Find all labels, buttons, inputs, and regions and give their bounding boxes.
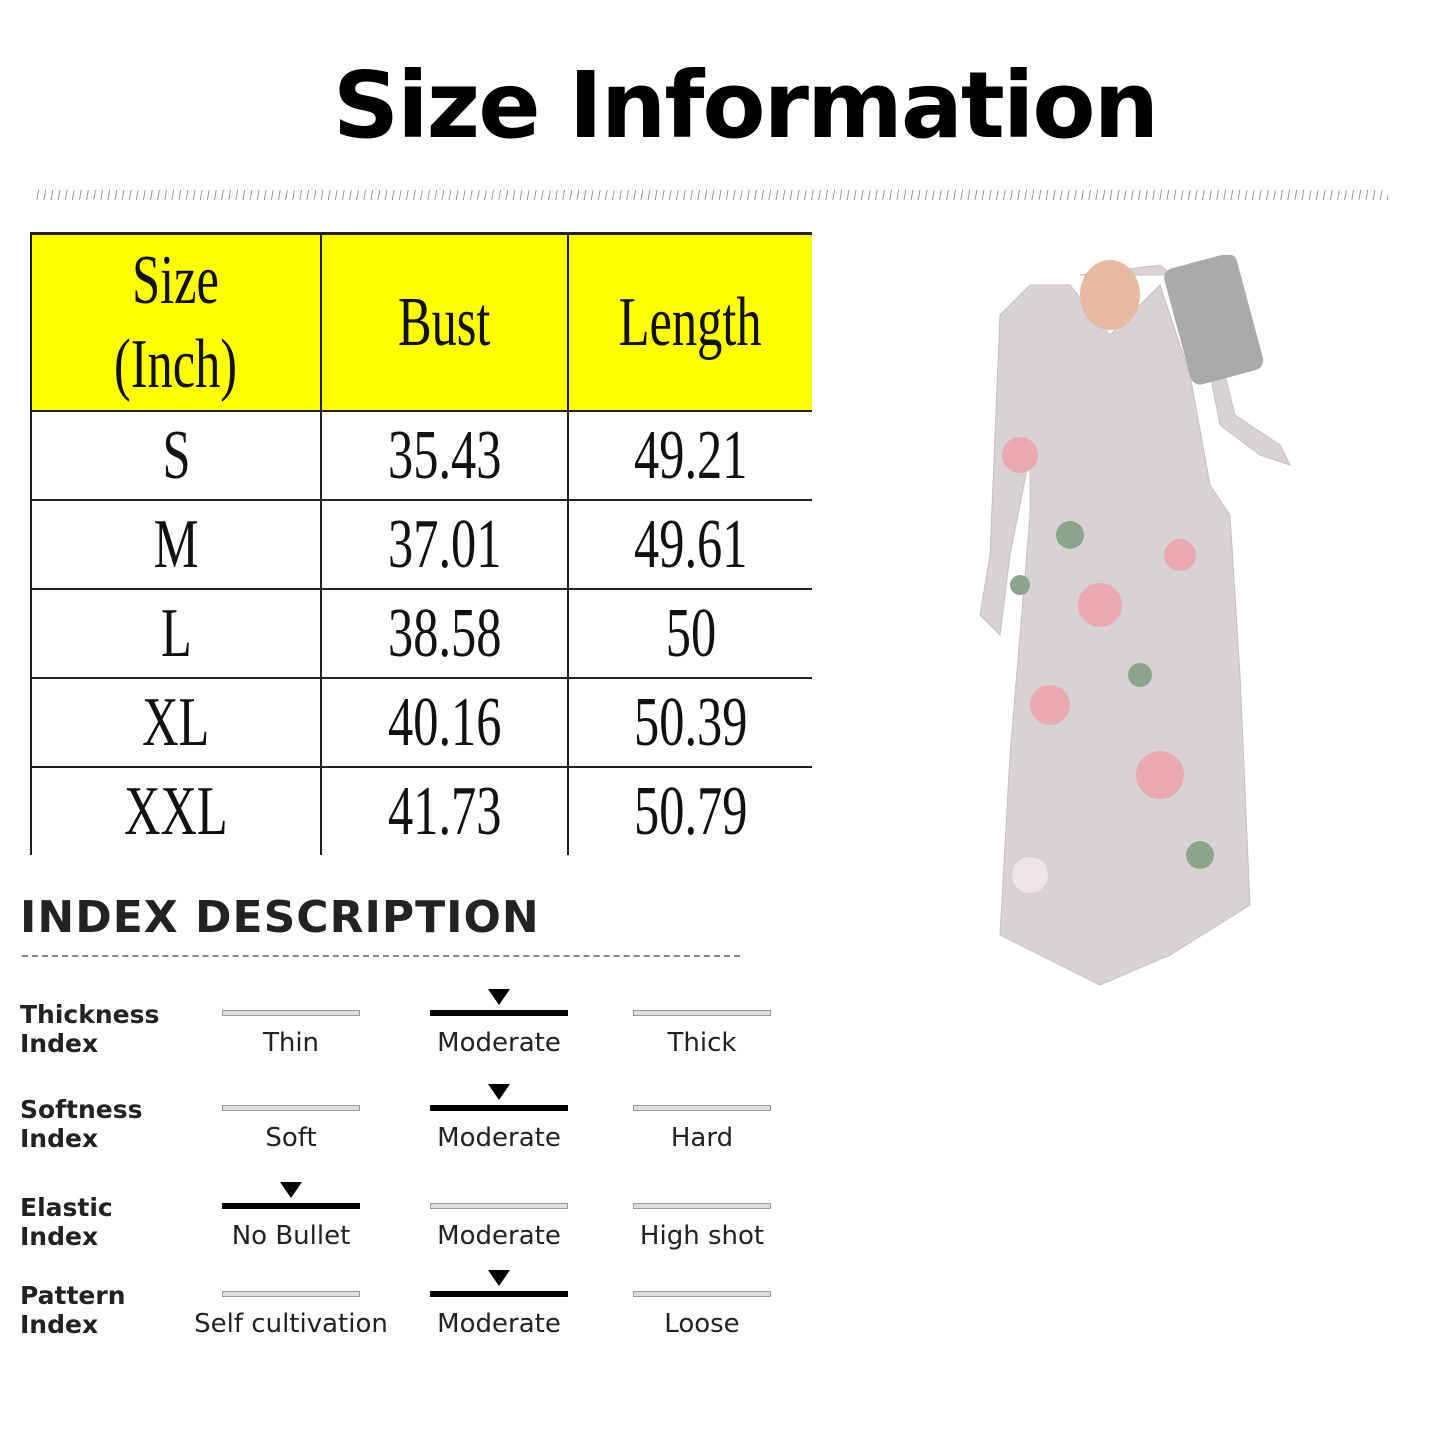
dress-product-photo xyxy=(979,255,1291,985)
cell-size-value: XL xyxy=(142,683,210,761)
index-option: Hard xyxy=(633,1105,771,1153)
skin-neck xyxy=(1080,260,1140,330)
index-row: Elastic Index No Bullet Moderate High shot xyxy=(0,1182,800,1293)
scale-bar xyxy=(222,1105,360,1111)
cell-bust: 38.58 xyxy=(320,590,567,677)
index-option-label: Moderate xyxy=(437,1028,561,1058)
phone-shape xyxy=(1164,255,1264,385)
cell-bust-value: 40.16 xyxy=(387,683,502,761)
index-option-label: Loose xyxy=(664,1309,740,1339)
cell-length-value: 49.61 xyxy=(633,505,748,583)
index-option: Thick xyxy=(633,1010,771,1058)
index-label: Softness Index xyxy=(20,1095,143,1153)
scale-bar xyxy=(222,1010,360,1016)
scale-bar xyxy=(633,1105,771,1111)
index-option: Self cultivation xyxy=(194,1291,388,1339)
index-row: Thickness Index Thin Moderate Thick xyxy=(0,989,800,1100)
index-option: Moderate xyxy=(430,1084,568,1153)
index-option: Loose xyxy=(633,1291,771,1339)
index-option-label: Thick xyxy=(667,1028,737,1058)
index-option-label: Moderate xyxy=(437,1123,561,1153)
scale-bar xyxy=(222,1291,360,1297)
index-label: Elastic Index xyxy=(20,1193,113,1251)
triangle-down-icon xyxy=(488,1084,510,1100)
index-option-label: Moderate xyxy=(437,1309,561,1339)
header-bust-label: Bust xyxy=(398,283,491,361)
cell-size-value: M xyxy=(153,505,199,583)
index-option: No Bullet xyxy=(222,1182,360,1251)
cell-size: XXL xyxy=(30,768,320,855)
header-size-label: Size (Inch) xyxy=(114,241,238,403)
index-option-label: Hard xyxy=(670,1123,734,1153)
index-option-label: No Bullet xyxy=(231,1221,351,1251)
header-length: Length xyxy=(567,235,812,410)
index-option-label: Thin xyxy=(262,1028,320,1058)
cell-length-value: 50.39 xyxy=(633,683,748,761)
triangle-down-icon xyxy=(280,1182,302,1198)
cell-size: M xyxy=(30,501,320,588)
index-option-label: Soft xyxy=(265,1123,317,1153)
index-option: Thin xyxy=(222,1010,360,1058)
header-size: Size (Inch) xyxy=(30,235,320,410)
index-row: Pattern Index Self cultivation Moderate Loo… xyxy=(0,1270,800,1381)
table-row: L 38.58 50 xyxy=(30,588,812,677)
table-row: S 35.43 49.21 xyxy=(30,410,812,499)
cell-length-value: 50.79 xyxy=(633,772,748,850)
header-bust: Bust xyxy=(320,235,567,410)
cell-bust-value: 38.58 xyxy=(387,594,502,672)
cell-size: L xyxy=(30,590,320,677)
cell-length: 50 xyxy=(567,590,812,677)
cell-length: 50.39 xyxy=(567,679,812,766)
cell-length-value: 50 xyxy=(665,594,716,672)
triangle-down-icon xyxy=(488,1270,510,1286)
triangle-down-icon xyxy=(488,989,510,1005)
selected-bar xyxy=(430,1010,568,1016)
cell-length-value: 49.21 xyxy=(633,416,748,494)
cell-bust: 41.73 xyxy=(320,768,567,855)
cell-bust: 35.43 xyxy=(320,412,567,499)
cell-bust-value: 37.01 xyxy=(387,505,502,583)
index-label: Thickness Index xyxy=(20,1000,160,1058)
cell-size-value: S xyxy=(161,416,191,494)
table-header-row: Size (Inch) Bust Length xyxy=(30,232,812,410)
index-option: Moderate xyxy=(430,989,568,1058)
cell-bust-value: 41.73 xyxy=(387,772,502,850)
scale-bar xyxy=(633,1291,771,1297)
index-option-label: High shot xyxy=(639,1221,765,1251)
header-length-label: Length xyxy=(619,283,762,361)
scale-bar xyxy=(633,1010,771,1016)
cell-length: 50.79 xyxy=(567,768,812,855)
cell-size: XL xyxy=(30,679,320,766)
index-description-title: INDEX DESCRIPTION xyxy=(20,892,540,943)
cell-length: 49.61 xyxy=(567,501,812,588)
cell-bust-value: 35.43 xyxy=(387,416,502,494)
selected-bar xyxy=(430,1105,568,1111)
index-option: Moderate xyxy=(430,1270,568,1339)
index-option-label: Self cultivation xyxy=(194,1309,388,1339)
decorative-divider xyxy=(34,190,1388,200)
index-option: Moderate xyxy=(430,1203,568,1251)
selected-bar xyxy=(222,1203,360,1209)
index-option: Soft xyxy=(222,1105,360,1153)
index-option-label: Moderate xyxy=(437,1221,561,1251)
cell-bust: 40.16 xyxy=(320,679,567,766)
floral-print xyxy=(1002,437,1214,893)
cell-size-value: XXL xyxy=(124,772,228,850)
page-title: Size Information xyxy=(332,52,1159,159)
cell-length: 49.21 xyxy=(567,412,812,499)
index-row: Softness Index Soft Moderate Hard xyxy=(0,1084,800,1195)
table-row: M 37.01 49.61 xyxy=(30,499,812,588)
selected-bar xyxy=(430,1291,568,1297)
scale-bar xyxy=(430,1203,568,1209)
index-option: High shot xyxy=(633,1203,771,1251)
cell-size-value: L xyxy=(160,594,192,672)
dashed-divider xyxy=(22,955,740,957)
cell-size: S xyxy=(30,412,320,499)
size-table: Size (Inch) Bust Length S 35.43 49.21 M 37.0… xyxy=(30,232,812,855)
table-row: XXL 41.73 50.79 xyxy=(30,766,812,855)
table-row: XL 40.16 50.39 xyxy=(30,677,812,766)
index-label: Pattern Index xyxy=(20,1281,126,1339)
scale-bar xyxy=(633,1203,771,1209)
cell-bust: 37.01 xyxy=(320,501,567,588)
